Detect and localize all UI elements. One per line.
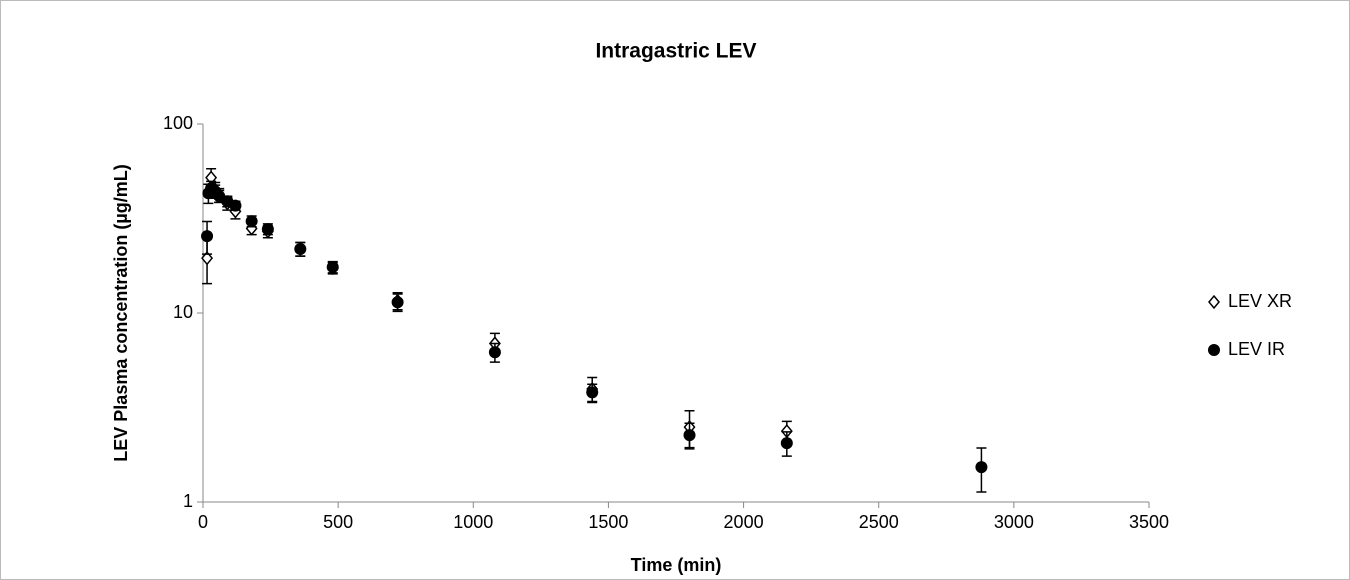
marker-circle: [586, 386, 599, 399]
marker-circle: [229, 199, 242, 212]
marker-circle: [488, 346, 501, 359]
y-tick-label: 100: [163, 113, 193, 133]
x-tick-label: 0: [198, 512, 208, 532]
y-axis-label: LEV Plasma concentration (µg/mL): [111, 164, 131, 461]
marker-circle: [201, 230, 214, 243]
y-tick-label: 1: [183, 491, 193, 511]
marker-circle: [391, 296, 404, 309]
marker-circle: [975, 461, 988, 474]
x-tick-label: 3500: [1129, 512, 1169, 532]
x-tick-label: 500: [323, 512, 353, 532]
marker-circle: [261, 223, 274, 236]
x-tick-label: 2500: [859, 512, 899, 532]
legend-label: LEV XR: [1228, 291, 1292, 311]
marker-circle: [294, 243, 307, 256]
legend-label: LEV IR: [1228, 339, 1285, 359]
x-tick-label: 1500: [588, 512, 628, 532]
marker-diamond: [201, 251, 214, 266]
x-tick-label: 1000: [453, 512, 493, 532]
x-tick-label: 3000: [994, 512, 1034, 532]
legend-marker: [1208, 344, 1220, 356]
x-tick-label: 2000: [724, 512, 764, 532]
y-tick-label: 10: [173, 302, 193, 322]
legend-marker: [1208, 294, 1220, 310]
marker-circle: [326, 261, 339, 274]
marker-circle: [683, 429, 696, 442]
chart-title: Intragastric LEV: [595, 40, 756, 63]
marker-circle: [245, 215, 258, 228]
x-axis-label: Time (min): [631, 555, 722, 575]
marker-circle: [780, 437, 793, 450]
